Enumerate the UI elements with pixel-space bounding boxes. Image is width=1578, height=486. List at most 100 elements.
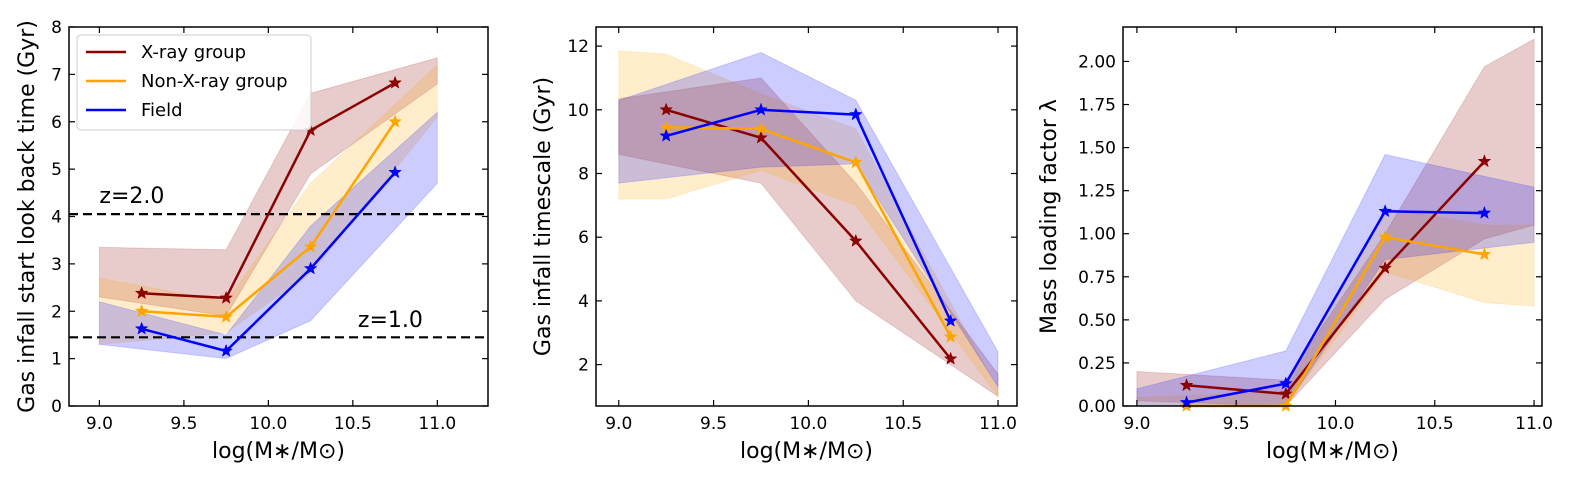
y-tick-label: 1.00 — [1078, 225, 1116, 245]
y-tick-label: 8 — [51, 18, 62, 38]
legend-entry: Non-X-ray group — [141, 71, 288, 92]
data-point — [388, 114, 402, 128]
data-point — [659, 128, 674, 142]
y-tick-label: 0.50 — [1078, 311, 1116, 331]
y-tick-label: 4 — [578, 292, 589, 312]
y-tick-label: 1.25 — [1078, 182, 1116, 202]
data-point — [134, 286, 149, 300]
y-tick-label: 4 — [51, 208, 62, 228]
panel-3: 9.0 9.5 10.0 10.5 11.0 0.00 0.25 0.50 0.75 1.00 1.… — [1037, 26, 1553, 464]
y-tick-label: 10 — [567, 101, 589, 121]
confidence-band — [618, 77, 999, 398]
data-point — [1477, 154, 1492, 168]
series-line — [1186, 210, 1485, 404]
data-point — [754, 130, 768, 144]
data-point — [1378, 260, 1392, 275]
y-tick-label: 0.00 — [1078, 397, 1116, 417]
data-point — [303, 239, 318, 253]
x-tick-label: 9.0 — [86, 414, 113, 434]
y-tick-label: 1.75 — [1078, 96, 1116, 116]
legend-box — [76, 34, 312, 131]
data-point — [848, 107, 863, 121]
axes-frame — [1122, 26, 1543, 407]
y-tick-label: 2 — [51, 302, 62, 322]
x-tick-label: 9.0 — [605, 414, 632, 434]
x-tick-label: 10.5 — [1416, 414, 1454, 434]
series-line — [141, 81, 396, 300]
panel-2: 9.0 9.5 10.0 10.5 11.0 2 4 6 8 10 12 log(M∗/M⊙) Gas … — [531, 26, 1018, 464]
data-point — [1378, 204, 1392, 218]
y-tick-label: 1.50 — [1078, 139, 1116, 159]
legend-entry: X-ray group — [141, 42, 246, 63]
y-tick-label: 0.25 — [1078, 354, 1116, 374]
y-tick-label: 6 — [51, 113, 62, 133]
data-point — [848, 155, 863, 169]
data-point — [219, 290, 233, 304]
legend-entry: Field — [141, 100, 183, 121]
data-point — [219, 343, 233, 357]
data-point — [303, 261, 318, 275]
data-point — [943, 351, 958, 365]
y-tick-label: 0.75 — [1078, 268, 1116, 288]
data-point — [1179, 378, 1194, 392]
x-tick-label: 11.0 — [1515, 414, 1553, 434]
x-tick-label: 9.5 — [170, 414, 197, 434]
x-tick-label: 9.5 — [1223, 414, 1250, 434]
panel-1: z=2.0 z=1.0 9.0 9.5 10.0 10.5 11.0 0 1 2 3 4 5 6 7 8 log… — [15, 18, 489, 464]
y-tick-label: 5 — [51, 160, 62, 180]
y-axis-label: Gas infall start look back time (Gyr) — [15, 20, 40, 413]
series-line — [666, 126, 952, 338]
data-point — [659, 102, 674, 116]
series-line — [665, 108, 952, 322]
x-tick-label: 9.0 — [1123, 414, 1150, 434]
data-point — [1477, 247, 1492, 261]
data-point — [848, 233, 863, 247]
y-tick-label: 3 — [51, 255, 62, 275]
x-tick-label: 11.0 — [979, 414, 1017, 434]
axes-frame — [595, 26, 1018, 407]
y-tick-label: 1 — [51, 350, 62, 370]
confidence-band — [98, 57, 438, 317]
data-point — [1278, 376, 1293, 390]
data-point — [1477, 205, 1492, 219]
data-point — [134, 304, 149, 318]
x-axis-label: log(M∗/M⊙) — [740, 439, 873, 464]
data-point — [388, 165, 402, 179]
y-tick-label: 2.00 — [1078, 52, 1116, 72]
x-tick-label: 10.5 — [884, 414, 922, 434]
data-point — [1278, 386, 1293, 400]
data-point — [1378, 229, 1392, 244]
legend: X-ray group Non-X-ray group Field — [76, 34, 312, 131]
confidence-band — [98, 63, 438, 345]
x-axis-label: log(M∗/M⊙) — [1266, 439, 1399, 464]
data-point — [754, 121, 768, 135]
data-point — [219, 309, 233, 323]
series-line — [141, 121, 397, 319]
data-point — [943, 329, 958, 343]
redshift-annotation: z=1.0 — [358, 308, 423, 333]
data-point — [754, 102, 768, 116]
x-axis-label: log(M∗/M⊙) — [212, 439, 345, 464]
y-axis-label: Mass loading factor λ — [1037, 99, 1062, 334]
x-tick-label: 11.0 — [418, 414, 456, 434]
y-tick-label: 0 — [51, 397, 62, 417]
confidence-band — [618, 50, 999, 398]
data-point — [388, 75, 402, 89]
x-tick-label: 10.0 — [789, 414, 827, 434]
x-tick-label: 10.5 — [334, 414, 372, 434]
y-tick-label: 6 — [578, 228, 589, 248]
redshift-annotation: z=2.0 — [99, 184, 164, 209]
y-tick-label: 8 — [578, 165, 589, 185]
y-tick-label: 12 — [567, 37, 589, 57]
y-tick-label: 7 — [51, 65, 62, 85]
y-tick-label: 2 — [578, 356, 589, 376]
series-line — [141, 171, 397, 353]
x-tick-label: 10.0 — [1317, 414, 1355, 434]
y-axis-label: Gas infall timescale (Gyr) — [531, 77, 556, 356]
x-tick-label: 10.0 — [249, 414, 287, 434]
data-point — [134, 321, 149, 335]
confidence-band — [618, 51, 999, 389]
series-line — [1186, 160, 1486, 396]
data-point — [943, 313, 958, 327]
